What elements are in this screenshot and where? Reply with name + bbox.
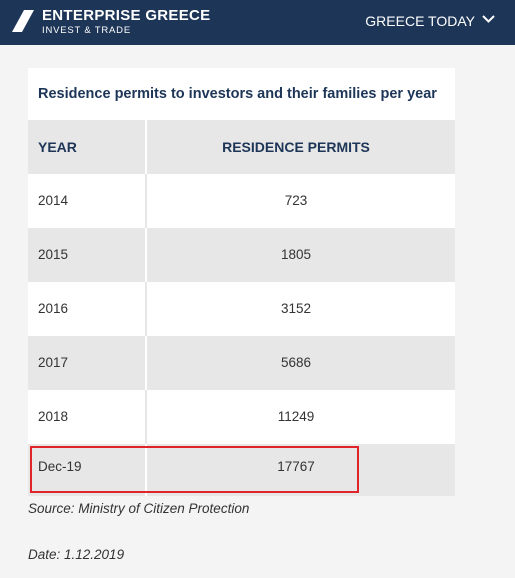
year-cell: 2015: [28, 228, 147, 282]
chevron[interactable]: [482, 14, 495, 24]
date: Date: 1.12.2019: [28, 547, 125, 562]
table-row: 2018 11249: [28, 390, 455, 444]
permits-cell: 5686: [280, 355, 312, 370]
year-cell: 2018: [28, 390, 147, 444]
table-row: 2017 5686: [28, 336, 455, 390]
top-bar: ENTERPRISE GREECE INVEST & TRADE GREECE …: [0, 0, 515, 45]
table-card: Residence permits to investors and their…: [28, 68, 455, 496]
table-header-row: YEAR RESIDENCE PERMITS: [28, 120, 455, 174]
highlight-box: [30, 446, 359, 493]
permits-cell: 1805: [280, 247, 312, 262]
column-header: RESIDENCE PERMITS: [222, 139, 370, 155]
table-row: 2014 723: [28, 174, 455, 228]
year-cell: 2017: [28, 336, 147, 390]
permits-cell: 17767: [277, 459, 315, 474]
permits-cell: 723: [284, 193, 308, 208]
permits-cell: 3152: [280, 301, 312, 316]
table-title: Residence permits to investors and their…: [38, 86, 437, 102]
year-cell: 2014: [28, 174, 147, 228]
table-row: Dec-19 17767: [28, 444, 455, 496]
year-cell: Dec-19: [28, 444, 147, 496]
source: Source: Ministry of Citizen Protection: [28, 501, 250, 516]
year-cell: 2016: [28, 282, 147, 336]
table-row: 2016 3152: [28, 282, 455, 336]
nav-menu[interactable]: GREECE TODAY: [365, 13, 475, 29]
logo[interactable]: [12, 10, 34, 32]
permits-cell: 11249: [277, 409, 315, 424]
table-row: 2015 1805: [28, 228, 455, 282]
brand[interactable]: ENTERPRISE GREECE: [42, 7, 211, 24]
tagline: INVEST & TRADE: [42, 25, 131, 36]
column-header: YEAR: [28, 120, 147, 174]
